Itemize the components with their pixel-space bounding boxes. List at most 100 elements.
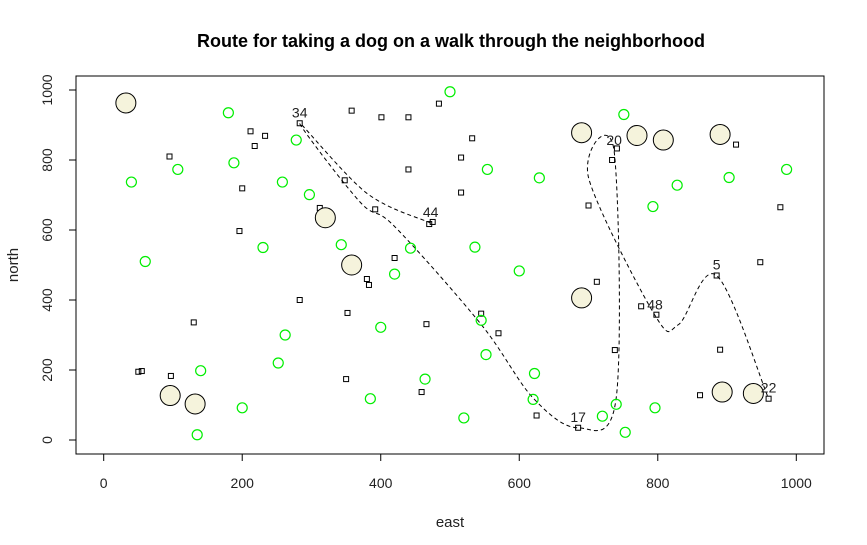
house-point [765, 395, 772, 402]
house-point [167, 372, 174, 379]
house-point [135, 368, 142, 375]
large-point [626, 125, 648, 146]
house-point [777, 204, 784, 211]
house-point [423, 321, 430, 328]
tree-point [279, 329, 291, 341]
tree-point [610, 398, 622, 410]
x-tick-label: 200 [231, 475, 255, 491]
tree-point [404, 242, 417, 254]
x-tick-label: 400 [369, 475, 393, 491]
y-tick-label: 0 [39, 436, 55, 444]
y-tick-label: 600 [39, 218, 55, 242]
y-axis-label: north [5, 248, 22, 282]
large-points-layer [115, 92, 764, 415]
house-point [341, 177, 348, 184]
house-point [372, 206, 379, 213]
tree-point [228, 157, 240, 169]
tree-point [290, 134, 302, 146]
house-point [239, 185, 246, 192]
house-point [296, 120, 303, 127]
house-point [458, 154, 465, 161]
house-point [757, 259, 764, 266]
route-line [299, 122, 770, 432]
house-point [653, 311, 660, 318]
house-point [469, 135, 476, 142]
tree-point [647, 200, 659, 213]
house-point [166, 153, 173, 160]
tree-point [236, 402, 248, 414]
large-point [571, 287, 593, 309]
house-point [365, 281, 372, 288]
house-point [593, 278, 600, 285]
route-stop-label: 5 [713, 257, 721, 273]
tree-point [528, 367, 541, 380]
large-point [711, 381, 733, 403]
tree-point [469, 241, 481, 253]
house-point [343, 376, 350, 383]
large-point [652, 129, 674, 151]
route-stop-label: 20 [606, 132, 622, 148]
house-point [236, 228, 243, 235]
house-point [247, 128, 254, 135]
route-labels-layer: 34 44 20 48 5 22 17 [292, 104, 777, 425]
tree-point [222, 107, 234, 119]
tree-point [649, 402, 661, 414]
house-point [609, 157, 616, 163]
large-point [159, 385, 181, 407]
tree-point [375, 321, 387, 333]
tree-point [527, 393, 539, 405]
large-point [571, 122, 593, 144]
house-point [611, 347, 618, 354]
y-tick-label: 400 [39, 288, 55, 312]
tree-point [596, 410, 608, 422]
tree-point [125, 176, 138, 188]
x-tick-label: 600 [508, 475, 532, 491]
tree-point [335, 239, 347, 251]
y-axis: 0 200 400 600 800 1000 [39, 74, 77, 444]
route-stop-label: 48 [647, 296, 663, 312]
house-point [733, 141, 740, 148]
tree-point [191, 429, 203, 441]
houses-layer [135, 100, 784, 431]
tree-point [303, 189, 316, 201]
route-stop-label: 44 [423, 204, 439, 220]
tree-point [272, 357, 284, 369]
tree-point [533, 172, 545, 184]
large-point [709, 123, 731, 145]
large-point [314, 207, 336, 229]
house-point [418, 389, 425, 396]
chart-title: Route for taking a dog on a walk through… [197, 31, 705, 51]
house-point [495, 330, 502, 337]
house-point [262, 132, 269, 139]
x-axis: 0 200 400 600 800 1000 [100, 453, 812, 491]
tree-point [172, 163, 184, 176]
tree-point [513, 265, 525, 277]
tree-point [780, 163, 793, 176]
tree-point [671, 179, 683, 191]
house-point [296, 297, 303, 303]
house-point [190, 319, 197, 326]
house-point [363, 276, 370, 282]
tree-point [388, 268, 401, 280]
house-point [251, 143, 258, 149]
house-point [435, 100, 442, 107]
house-point [575, 424, 582, 431]
route-layer [299, 122, 770, 432]
route-stop-label: 17 [570, 409, 586, 425]
house-point [348, 107, 355, 114]
house-point [391, 255, 398, 261]
house-point [713, 272, 720, 279]
tree-point [276, 176, 288, 188]
house-point [613, 145, 620, 152]
house-point [405, 114, 412, 121]
tree-point [419, 373, 431, 385]
house-point [138, 368, 145, 375]
large-point [184, 393, 206, 415]
route-stop-label: 22 [761, 380, 777, 396]
large-point [341, 254, 363, 276]
house-point [717, 346, 724, 353]
tree-point [444, 86, 456, 98]
house-point [697, 392, 704, 399]
y-tick-label: 800 [39, 148, 55, 172]
